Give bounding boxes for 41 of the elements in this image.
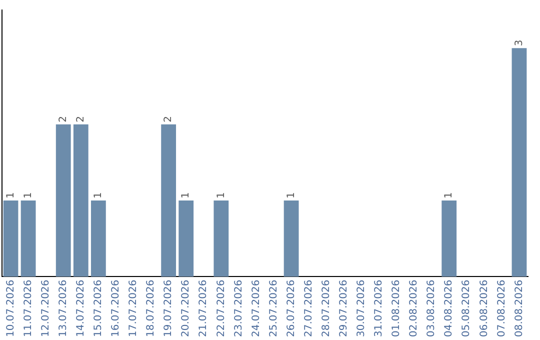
data-label: 3 (514, 40, 525, 46)
x-tick-label: 30.07.2026 (356, 280, 368, 338)
x-tick-label: 06.08.2026 (478, 280, 490, 338)
x-tick-label: 05.08.2026 (461, 280, 472, 338)
data-label: 1 (22, 192, 34, 199)
x-tick-label: 28.07.2026 (320, 280, 332, 338)
x-tick-label: 04.08.2026 (444, 280, 455, 338)
data-label: 2 (163, 116, 174, 122)
x-tick-label: 18.07.2026 (146, 280, 157, 338)
x-tick-label: 20.07.2026 (180, 280, 192, 338)
x-tick-label: 01.08.2026 (391, 280, 402, 338)
x-tick-label: 07.08.2026 (496, 280, 508, 338)
x-tick-label: 29.07.2026 (338, 280, 350, 338)
data-label: 1 (216, 192, 227, 199)
data-label: 1 (180, 192, 192, 199)
x-tick-label: 17.07.2026 (128, 280, 140, 338)
x-tick-label: 21.07.2026 (198, 280, 210, 338)
x-tick-label: 15.07.2026 (93, 280, 104, 338)
x-tick-label: 03.08.2026 (426, 280, 438, 338)
x-tick-label: 24.07.2026 (250, 280, 262, 338)
x-tick-label: 27.07.2026 (303, 280, 314, 338)
x-tick-label: 13.07.2026 (58, 280, 69, 338)
data-label: 1 (286, 192, 297, 199)
x-tick-label: 11.07.2026 (22, 280, 34, 338)
x-tick-label: 12.07.2026 (40, 280, 52, 338)
x-tick-label: 02.08.2026 (408, 280, 420, 338)
data-label: 1 (5, 192, 16, 199)
data-label: 2 (58, 116, 69, 122)
x-tick-label: 16.07.2026 (110, 280, 122, 338)
x-tick-label: 23.07.2026 (233, 280, 244, 338)
x-tick-label: 14.07.2026 (75, 280, 86, 338)
data-label: 1 (93, 192, 104, 199)
x-tick-label: 25.07.2026 (268, 280, 280, 338)
x-tick-label: 08.08.2026 (514, 280, 525, 338)
data-label: 1 (444, 192, 455, 199)
data-label: 2 (75, 116, 86, 122)
x-tick-label: 19.07.2026 (163, 280, 174, 338)
x-tick-label: 31.07.2026 (374, 280, 385, 338)
x-tick-label: 22.07.2026 (216, 280, 227, 338)
x-tick-label: 26.07.2026 (286, 280, 297, 338)
x-tick-label: 10.07.2026 (5, 280, 16, 338)
